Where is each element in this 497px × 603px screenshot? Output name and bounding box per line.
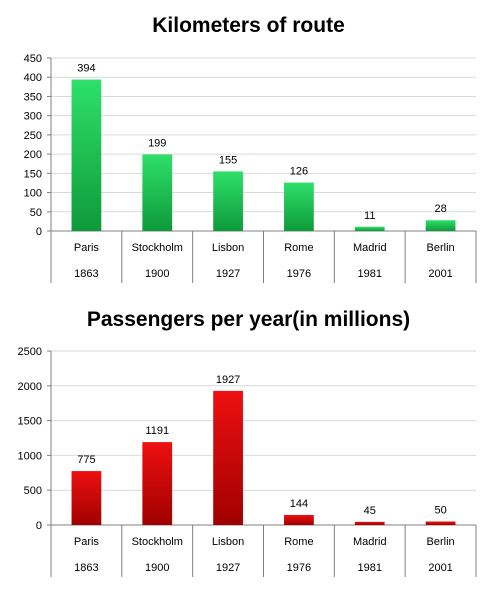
bar-paris [71,79,102,231]
bar-berlin [425,220,456,231]
category-label: Stockholm [132,536,183,548]
y-tick-label: 500 [24,485,42,497]
category-label: Berlin [427,536,455,548]
y-tick-label: 1000 [18,450,42,462]
y-tick-label: 0 [36,520,42,532]
category-label: Berlin [427,242,455,254]
year-label: 1900 [145,562,169,574]
category-label: Madrid [353,242,387,254]
chart-title: Passengers per year(in millions) [86,308,411,331]
bar-berlin [425,521,456,525]
y-tick-label: 0 [36,226,42,238]
category-label: Lisbon [212,536,244,548]
year-label: 1927 [216,268,240,280]
y-tick-label: 300 [24,111,42,123]
chart-title: Kilometers of route [152,14,345,37]
year-label: 1900 [145,268,169,280]
bar-stockholm [142,154,173,231]
category-label: Paris [74,536,100,548]
data-label: 50 [434,505,446,517]
data-label: 11 [364,210,375,222]
data-label: 1191 [145,425,169,437]
y-tick-label: 2500 [18,346,42,358]
kilometers-bar-chart: 0 50 100 150 200 250 300 350 400 450 394 Paris 1863 1… [24,53,477,283]
year-label: 1981 [358,268,382,280]
category-label: Rome [284,242,313,254]
y-tick-label: 2000 [18,381,42,393]
y-tick-label: 450 [24,53,42,65]
bar-paris [71,471,102,525]
kilometers-chart-panel: Kilometers of route 0 50 100 150 200 250 300 35… [0,0,497,296]
year-label: 1863 [74,268,98,280]
data-label: 1927 [216,374,240,386]
category-label: Lisbon [212,242,244,254]
data-label: 775 [77,454,95,466]
y-tick-label: 350 [24,91,42,103]
bar-lisbon [213,390,243,525]
y-tick-label: 150 [24,168,42,180]
bar-madrid [354,521,385,525]
year-label: 1976 [287,268,311,280]
data-label: 126 [290,166,308,178]
year-label: 1976 [287,562,311,574]
bar-rome [284,514,314,525]
y-tick-label: 200 [24,149,42,161]
bar-madrid [354,226,385,231]
data-label: 45 [364,505,376,517]
data-label: 155 [219,154,237,166]
passengers-chart-panel: Passengers per year(in millions) 0 500 100… [0,300,497,600]
year-label: 2001 [428,562,452,574]
y-tick-label: 100 [24,188,42,200]
data-label: 394 [77,63,95,75]
year-label: 1863 [74,562,98,574]
category-label: Rome [284,536,313,548]
data-label: 199 [148,137,166,149]
passengers-bar-chart: 0 500 1000 1500 2000 2500 775 Paris 1863 1191 Stoc… [18,346,477,577]
bar-lisbon [213,171,243,231]
category-label: Paris [74,242,100,254]
y-tick-label: 400 [24,72,42,84]
category-label: Stockholm [132,242,183,254]
y-tick-label: 250 [24,130,42,142]
bar-rome [284,182,314,231]
data-label: 144 [290,498,308,510]
year-label: 1981 [358,562,382,574]
data-label: 28 [434,203,446,215]
year-label: 2001 [428,268,452,280]
y-tick-label: 1500 [18,416,42,428]
category-label: Madrid [353,536,387,548]
bar-stockholm [142,442,173,525]
year-label: 1927 [216,562,240,574]
y-tick-label: 50 [30,207,42,219]
